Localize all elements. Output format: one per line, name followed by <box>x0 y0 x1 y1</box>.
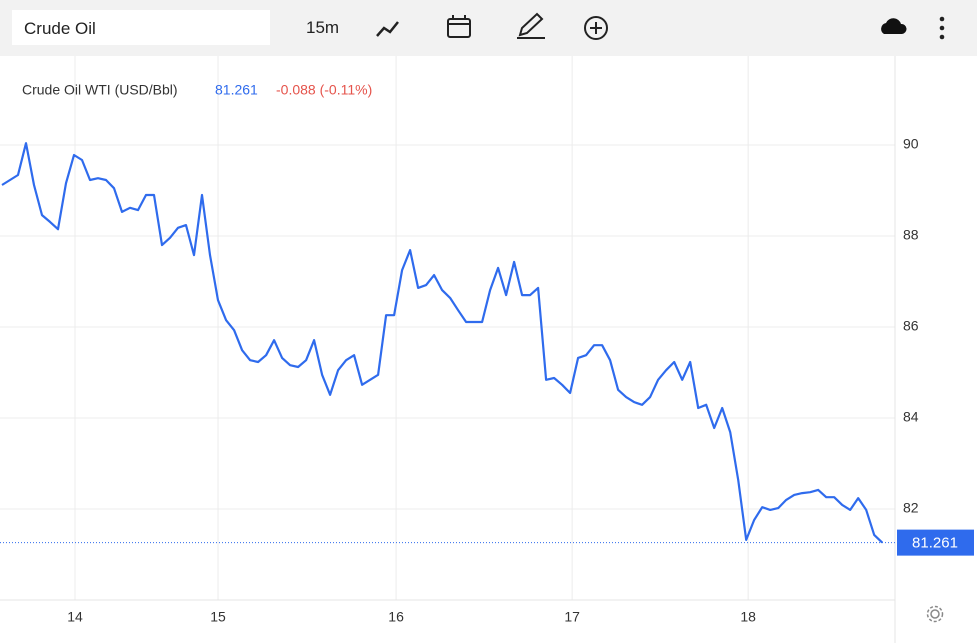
y-tick-label: 86 <box>903 318 919 334</box>
settings-icon[interactable] <box>926 605 944 623</box>
menu-icon[interactable] <box>939 16 945 40</box>
y-tick-label: 90 <box>903 136 919 152</box>
calendar-icon[interactable] <box>447 15 471 38</box>
x-tick-label: 16 <box>388 609 404 625</box>
line-type-icon[interactable] <box>376 21 399 37</box>
y-tick-label: 88 <box>903 227 919 243</box>
toolbar-icons <box>376 12 945 40</box>
last-price-box <box>897 529 974 556</box>
x-tick-label: 17 <box>564 609 580 625</box>
last-price: 81.261 <box>215 82 258 98</box>
x-tick-label: 15 <box>210 609 226 625</box>
price-line <box>1 142 883 544</box>
add-icon[interactable] <box>584 16 608 40</box>
y-tick-label: 84 <box>903 409 919 425</box>
x-tick-label: 18 <box>740 609 756 625</box>
price-change: -0.088 (-0.11%) <box>276 82 372 98</box>
download-icon[interactable] <box>881 18 907 34</box>
toolbar: Crude Oil 15m <box>0 0 977 56</box>
x-tick-label: 14 <box>67 609 83 625</box>
interval-button[interactable]: 15m <box>306 18 340 37</box>
last-price-label: 81.261 <box>912 535 958 552</box>
y-tick-label: 82 <box>903 500 919 516</box>
draw-icon[interactable] <box>517 12 545 39</box>
chart-title: Crude Oil WTI (USD/Bbl) <box>22 82 178 98</box>
chart: Crude Oil WTI (USD/Bbl) 81.261 -0.088 (-… <box>0 56 974 643</box>
search-box[interactable]: Crude Oil <box>12 10 270 45</box>
